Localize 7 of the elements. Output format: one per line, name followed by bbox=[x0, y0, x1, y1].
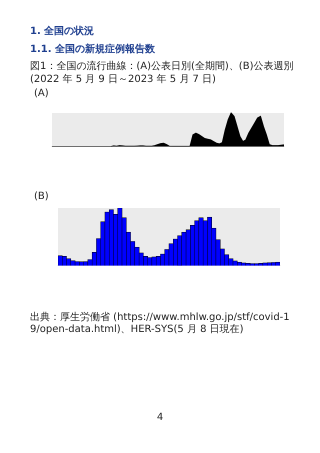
chart-subtitle: (B) bbox=[34, 191, 50, 202]
source-note: 出典：厚生労働省 (https://www.mhlw.go.jp/stf/covid-19/open-data.html)、HER-SYS(5 月 8 日現在) bbox=[30, 312, 291, 336]
chart-title: 図1：全国の流行曲線：(A)公表日別(全期間)、(B)公表週別(2022 年 5 月 9 日～2023 年 5 月 7 日) bbox=[30, 60, 294, 86]
text: 4 bbox=[156, 412, 164, 423]
text: 1.1. 全国の新規症例報告数 bbox=[30, 42, 156, 56]
text: 1. 全国の状況 bbox=[30, 24, 96, 38]
chart-subtitle: (A) bbox=[34, 88, 50, 99]
